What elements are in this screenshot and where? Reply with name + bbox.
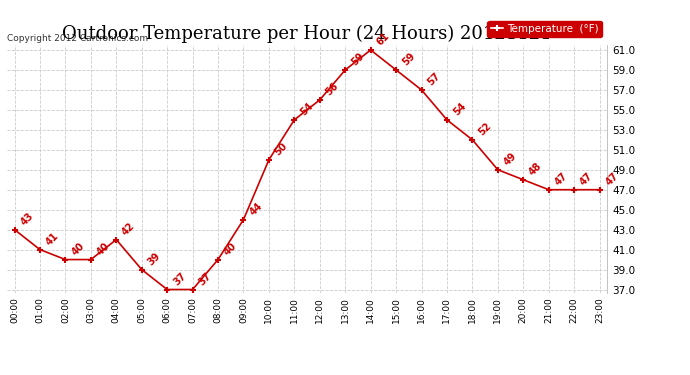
Text: 43: 43: [19, 211, 35, 228]
Text: 41: 41: [44, 231, 61, 248]
Text: 40: 40: [222, 241, 239, 257]
Text: 52: 52: [477, 121, 493, 138]
Text: 56: 56: [324, 81, 341, 98]
Title: Outdoor Temperature per Hour (24 Hours) 20121121: Outdoor Temperature per Hour (24 Hours) …: [62, 25, 552, 44]
Text: 59: 59: [400, 51, 417, 68]
Text: 44: 44: [248, 201, 264, 217]
Text: 47: 47: [578, 171, 595, 188]
Text: 48: 48: [527, 161, 544, 177]
Text: 61: 61: [375, 31, 391, 48]
Text: 40: 40: [95, 241, 112, 257]
Text: 54: 54: [299, 101, 315, 118]
Text: 37: 37: [171, 271, 188, 287]
Text: 54: 54: [451, 101, 468, 118]
Text: 49: 49: [502, 151, 519, 168]
Text: Copyright 2012 Cartronics.com: Copyright 2012 Cartronics.com: [7, 33, 148, 42]
Text: 47: 47: [553, 171, 569, 188]
Text: 40: 40: [70, 241, 86, 257]
Text: 57: 57: [426, 71, 442, 88]
Legend: Temperature  (°F): Temperature (°F): [487, 21, 602, 37]
Text: 37: 37: [197, 271, 213, 287]
Text: 47: 47: [604, 171, 620, 188]
Text: 50: 50: [273, 141, 290, 158]
Text: 39: 39: [146, 251, 163, 267]
Text: 42: 42: [121, 221, 137, 237]
Text: 59: 59: [349, 51, 366, 68]
